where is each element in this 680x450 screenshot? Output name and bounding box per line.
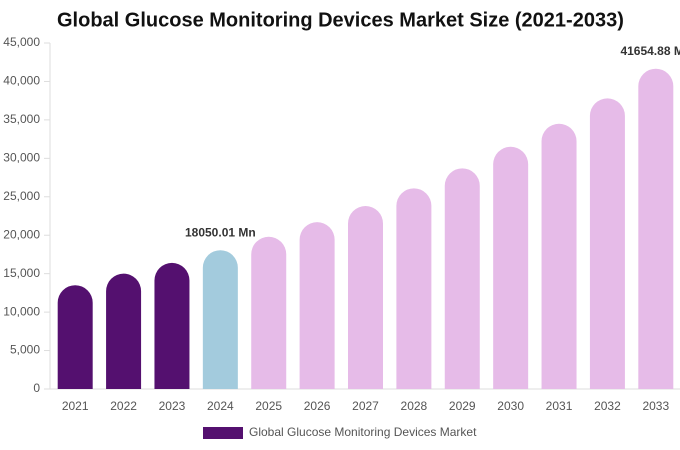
- x-tick-label: 2024: [207, 399, 234, 413]
- bar: [589, 98, 625, 390]
- bar: [106, 273, 142, 389]
- bar: [251, 236, 287, 389]
- y-tick-label: 15,000: [3, 266, 40, 280]
- y-tick-label: 35,000: [3, 112, 40, 126]
- bar: [154, 262, 190, 389]
- chart-title: Global Glucose Monitoring Devices Market…: [57, 9, 624, 31]
- bar: [444, 168, 480, 389]
- y-tick-label: 30,000: [3, 151, 40, 165]
- x-tick-label: 2032: [594, 399, 621, 413]
- bar: [638, 68, 674, 390]
- y-tick-label: 10,000: [3, 304, 40, 318]
- x-tick-label: 2025: [255, 399, 282, 413]
- y-tick-label: 25,000: [3, 189, 40, 203]
- y-tick-label: 0: [33, 381, 40, 395]
- y-tick-label: 20,000: [3, 227, 40, 241]
- y-tick-label: 40,000: [3, 74, 40, 88]
- bar: [202, 250, 238, 389]
- legend-label: Global Glucose Monitoring Devices Market: [249, 425, 477, 439]
- x-tick-label: 2033: [642, 399, 669, 413]
- x-tick-label: 2031: [546, 399, 573, 413]
- bar: [299, 222, 335, 389]
- x-tick-label: 2023: [159, 399, 186, 413]
- y-tick-label: 45,000: [3, 35, 40, 49]
- x-tick-label: 2029: [449, 399, 476, 413]
- x-tick-label: 2027: [352, 399, 379, 413]
- bar: [541, 123, 577, 389]
- bar: [57, 285, 93, 389]
- y-tick-label: 5,000: [10, 343, 40, 357]
- x-tick-label: 2030: [497, 399, 524, 413]
- x-tick-label: 2021: [62, 399, 89, 413]
- legend-swatch: [203, 427, 243, 439]
- value-label: 41654.88 Mn: [620, 44, 680, 58]
- x-tick-label: 2022: [110, 399, 137, 413]
- bar: [348, 206, 383, 389]
- bar: [493, 146, 529, 389]
- bar: [396, 188, 432, 389]
- x-tick-label: 2026: [304, 399, 331, 413]
- value-label: 18050.01 Mn: [185, 225, 256, 239]
- x-tick-label: 2028: [401, 399, 428, 413]
